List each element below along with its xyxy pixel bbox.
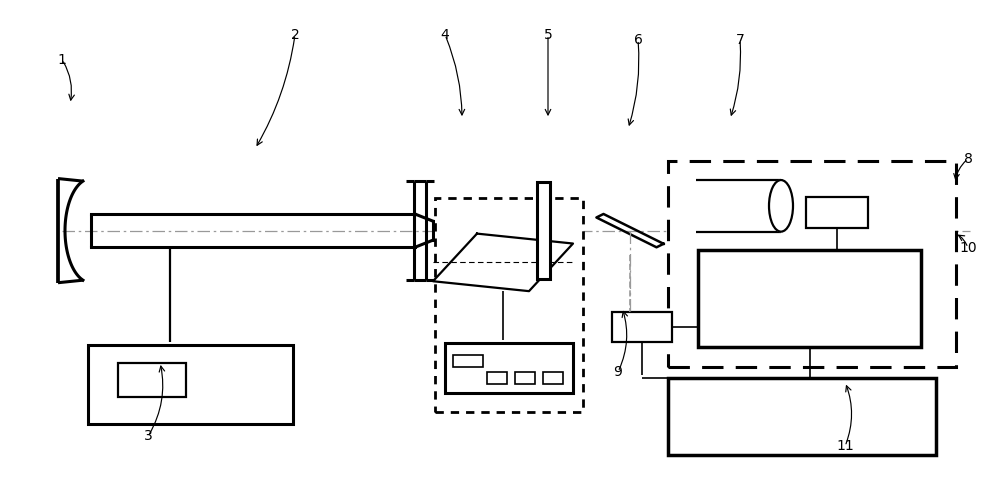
Text: 4: 4 (441, 28, 449, 42)
Bar (612, 312, 672, 342)
Text: 11: 11 (836, 439, 854, 453)
Text: 6: 6 (634, 33, 642, 47)
Bar (118, 363, 186, 397)
Bar (537, 182, 550, 279)
Bar (668, 378, 936, 455)
Text: 2: 2 (291, 28, 299, 42)
Text: 9: 9 (614, 365, 622, 379)
Bar (543, 372, 563, 384)
Bar (487, 372, 507, 384)
Text: 3: 3 (144, 430, 152, 443)
Bar (88, 345, 293, 424)
Bar (445, 343, 573, 393)
Text: 7: 7 (736, 33, 744, 47)
Text: 1: 1 (58, 53, 66, 66)
Bar (806, 197, 868, 228)
Text: 10: 10 (959, 241, 977, 255)
Text: 8: 8 (964, 152, 972, 166)
Bar (435, 198, 583, 412)
Text: 5: 5 (544, 28, 552, 42)
Bar (515, 372, 535, 384)
Ellipse shape (769, 180, 793, 232)
Bar (453, 355, 483, 367)
Bar (668, 161, 956, 367)
Bar (698, 250, 921, 347)
